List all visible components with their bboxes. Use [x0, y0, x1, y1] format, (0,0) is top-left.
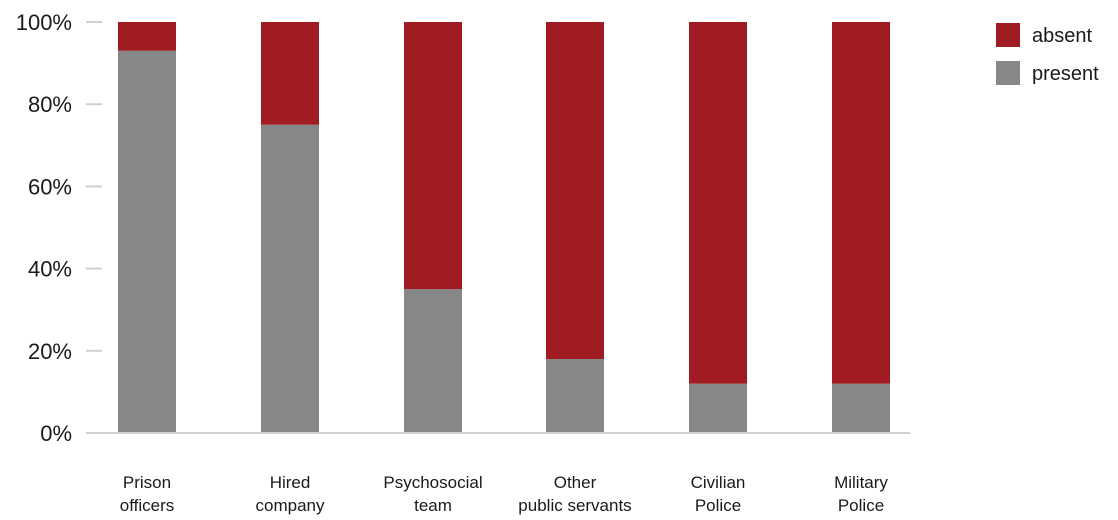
y-tick-label: 60% — [28, 174, 72, 199]
bar-absent — [404, 22, 462, 290]
y-tick-label: 80% — [28, 92, 72, 117]
bar-present — [689, 383, 747, 433]
x-tick-label: Military Police — [834, 473, 888, 515]
x-tick-label: Psychosocial team — [383, 473, 482, 515]
bar-absent — [546, 22, 604, 360]
bar-present — [832, 383, 890, 433]
y-tick-label: 0% — [40, 421, 72, 446]
legend-swatch-absent — [996, 23, 1020, 47]
bars — [118, 22, 890, 434]
legend-label-absent: absent — [1032, 25, 1092, 47]
bar-present — [404, 289, 462, 433]
bar-absent — [832, 22, 890, 384]
x-tick-label: Prison officers — [120, 473, 175, 515]
x-axis-labels: Prison officers Hired company Psychosocial te… — [120, 473, 889, 515]
bar-present — [118, 50, 176, 434]
y-tick-label: 40% — [28, 257, 72, 282]
legend: absent present — [996, 23, 1099, 85]
bar-present — [546, 359, 604, 433]
legend-swatch-present — [996, 61, 1020, 85]
x-tick-label: Civilian Police — [691, 473, 746, 515]
y-tick-label: 100% — [16, 10, 72, 35]
bar-absent — [118, 22, 176, 51]
bar-present — [261, 124, 319, 433]
y-axis: 0% 20% 40% 60% 80% 100% — [16, 10, 102, 446]
bar-absent — [261, 22, 319, 125]
x-tick-label: Other public servants — [518, 473, 631, 515]
y-tick-label: 20% — [28, 339, 72, 364]
bar-absent — [689, 22, 747, 384]
x-tick-label: Hired company — [256, 473, 325, 515]
legend-label-present: present — [1032, 63, 1099, 85]
